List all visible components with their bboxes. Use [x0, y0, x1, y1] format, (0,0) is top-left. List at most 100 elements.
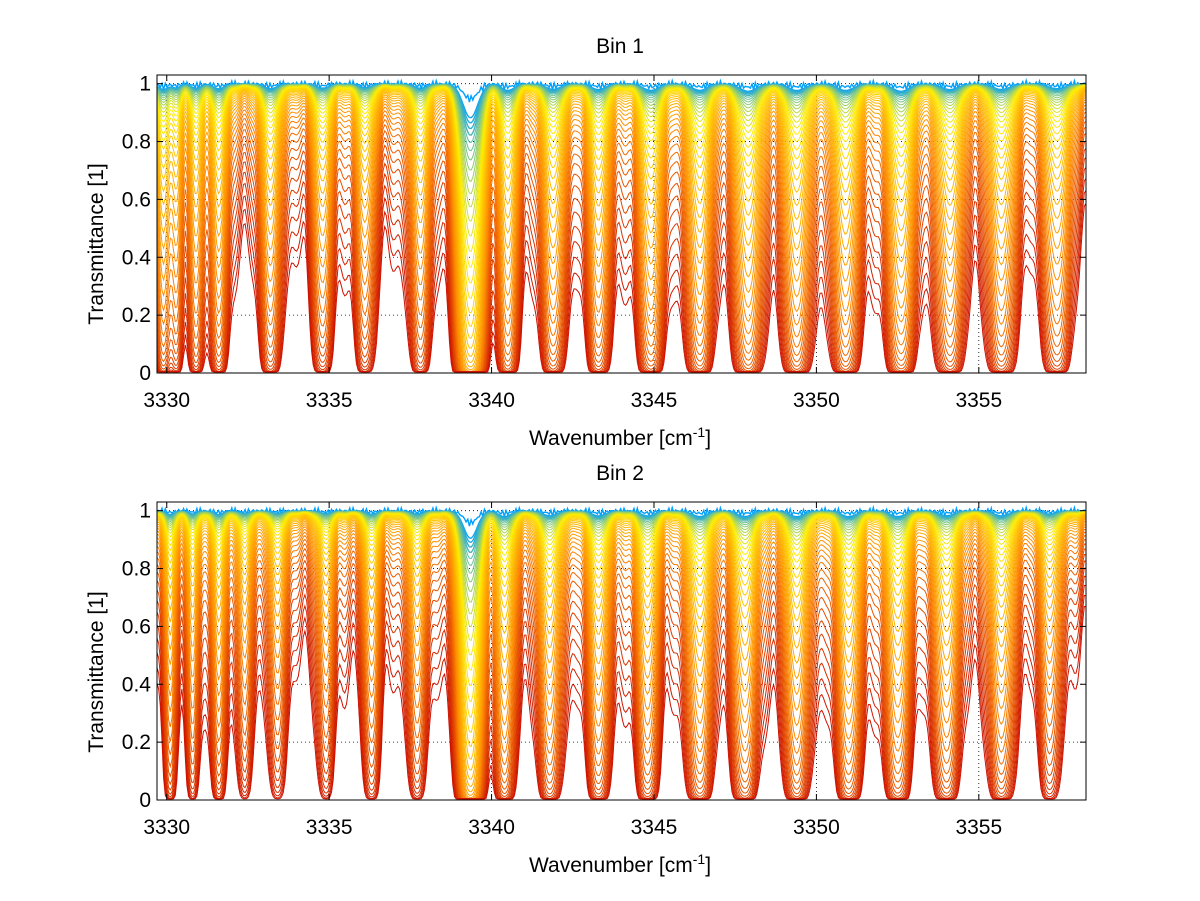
x-tick-label: 3355 — [955, 816, 1002, 839]
x-tick-label: 3350 — [793, 389, 840, 412]
y-tick-marks: 0 0.2 0.4 0.6 0.8 1 — [122, 73, 1086, 385]
spectrum-series-34 — [156, 111, 1087, 373]
chart-panel-bin-2: Bin 2 0 0.2 0.4 0.6 0.8 1 3330 3335 3340 3345 335… — [85, 462, 1087, 877]
spectrum-series-25 — [156, 515, 1087, 787]
spectrum-series-14 — [156, 84, 1087, 237]
spectrum-series-44 — [156, 190, 1087, 373]
spectrum-series-39 — [156, 140, 1087, 373]
x-tick-label: 3350 — [793, 816, 840, 839]
spectrum-series-35 — [156, 116, 1087, 373]
x-tick-label: 3340 — [468, 389, 515, 412]
spectrum-series-44 — [156, 594, 1087, 800]
spectrum-series-35 — [156, 535, 1087, 800]
spectrum-series-29 — [156, 520, 1087, 800]
spectrum-series-41 — [156, 567, 1087, 800]
y-tick-marks: 0 0.2 0.4 0.6 0.8 1 — [122, 500, 1086, 812]
chart-title: Bin 2 — [596, 462, 644, 485]
y-tick-label: 0 — [139, 789, 151, 812]
spectrum-series-21 — [156, 87, 1087, 339]
spectrum-series-32 — [156, 104, 1087, 373]
x-tick-label: 3330 — [143, 389, 190, 412]
spectrum-series-43 — [156, 584, 1087, 800]
spectrum-series-45 — [156, 203, 1087, 373]
spectrum-series-30 — [156, 522, 1086, 800]
x-tick-marks: 3330 3335 3340 3345 3350 3355 — [143, 502, 1002, 839]
spectrum-series-30 — [156, 99, 1087, 373]
spectrum-series-21 — [156, 513, 1086, 748]
spectrum-series-22 — [156, 513, 1087, 760]
spectra-series — [156, 77, 1087, 373]
chart-panel-bin-1: Bin 1 0 0.2 0.4 0.6 0.8 1 3330 3335 3340 3345 335… — [85, 35, 1087, 450]
spectra-series — [156, 504, 1087, 800]
spectrum-series-19 — [156, 86, 1087, 314]
spectrum-series-40 — [156, 560, 1087, 800]
y-axis-label: Transmittance [1] — [85, 591, 108, 752]
spectrum-series-42 — [156, 167, 1087, 373]
y-tick-label: 0.8 — [122, 131, 151, 154]
spectrum-series-37 — [156, 126, 1087, 373]
chart-title: Bin 1 — [596, 35, 644, 58]
spectrum-series-17 — [156, 85, 1086, 284]
spectrum-series-28 — [156, 519, 1086, 799]
spectrum-series-31 — [156, 101, 1087, 373]
spectrum-series-33 — [156, 108, 1087, 373]
spectrum-series-37 — [156, 543, 1087, 800]
spectrum-series-32 — [156, 526, 1087, 800]
y-tick-label: 0.8 — [122, 558, 151, 581]
spectrum-series-29 — [156, 97, 1087, 373]
spectrum-series-40 — [156, 148, 1087, 373]
spectrum-series-18 — [156, 85, 1087, 300]
spectrum-series-41 — [156, 157, 1087, 373]
spectrum-series-16 — [156, 85, 1087, 268]
x-tick-label: 3355 — [955, 389, 1002, 412]
plot-area-frame — [156, 74, 1087, 374]
spectrum-series-33 — [156, 528, 1087, 800]
x-tick-label: 3345 — [631, 389, 678, 412]
spectrum-series-20 — [156, 86, 1087, 327]
x-tick-label: 3340 — [468, 816, 515, 839]
spectrum-series-24 — [156, 89, 1087, 363]
spectrum-series-15 — [156, 511, 1086, 656]
spectrum-series-28 — [156, 95, 1087, 373]
spectrum-series-42 — [156, 575, 1087, 800]
spectrum-series-24 — [156, 515, 1087, 780]
x-tick-label: 3330 — [143, 816, 190, 839]
spectrum-series-34 — [156, 531, 1087, 800]
y-tick-label: 0.2 — [122, 731, 151, 754]
y-tick-label: 0.6 — [122, 615, 151, 638]
y-tick-label: 0 — [139, 362, 151, 385]
x-tick-label: 3335 — [306, 816, 353, 839]
spectrum-series-27 — [156, 93, 1087, 372]
spectrum-series-25 — [156, 90, 1087, 368]
spectrum-series-16 — [156, 511, 1086, 671]
y-tick-label: 1 — [139, 500, 151, 523]
spectrum-series-23 — [156, 89, 1087, 357]
spectrum-series-36 — [156, 539, 1087, 800]
plot-area-frame — [156, 501, 1087, 801]
spectrum-series-17 — [156, 512, 1086, 687]
y-tick-label: 0.4 — [122, 246, 152, 269]
x-tick-marks: 3330 3335 3340 3345 3350 3355 — [143, 75, 1002, 412]
spectrum-series-36 — [156, 121, 1087, 373]
spectrum-series-31 — [156, 524, 1087, 800]
spectrum-series-45 — [156, 605, 1087, 800]
y-tick-label: 0.4 — [122, 673, 152, 696]
x-tick-label: 3335 — [306, 389, 353, 412]
spectrum-series-18 — [156, 512, 1086, 703]
spectrum-series-38 — [156, 133, 1087, 373]
spectrum-series-38 — [156, 548, 1087, 800]
spectrum-series-26 — [156, 92, 1087, 371]
spectrum-series-23 — [156, 514, 1087, 771]
spectrum-series-39 — [156, 554, 1087, 800]
x-axis-label: Wavenumber [cm-1] — [529, 851, 711, 877]
spectrum-series-26 — [156, 517, 1086, 793]
y-axis-label: Transmittance [1] — [85, 163, 108, 324]
x-tick-label: 3345 — [631, 816, 678, 839]
y-tick-label: 0.6 — [122, 188, 151, 211]
spectrum-series-20 — [156, 513, 1086, 733]
spectrum-series-15 — [156, 85, 1086, 253]
spectrum-series-22 — [156, 88, 1087, 349]
spectrum-series-19 — [156, 512, 1086, 718]
spectrum-series-27 — [156, 518, 1086, 796]
